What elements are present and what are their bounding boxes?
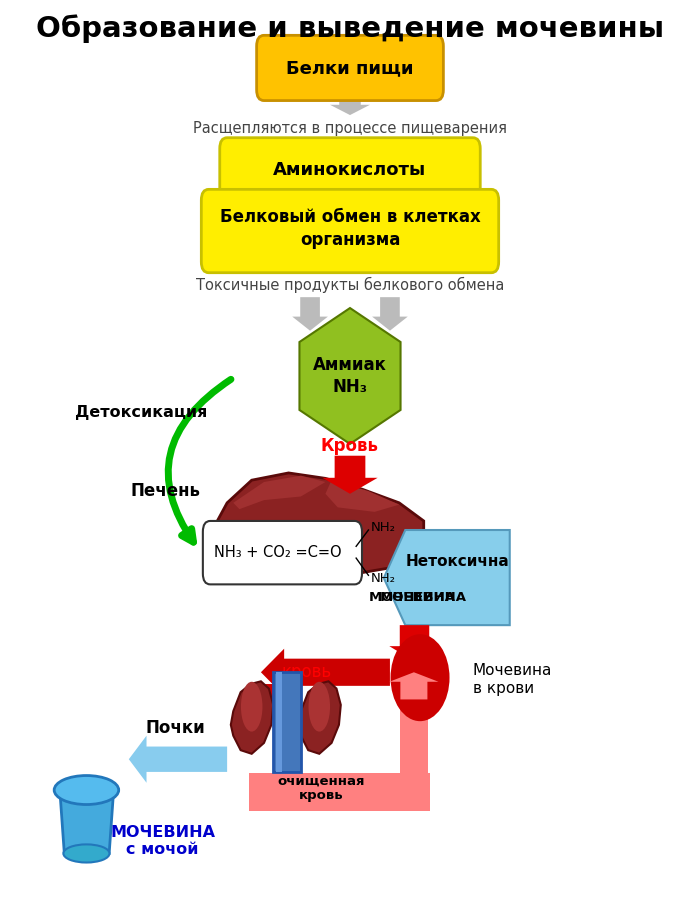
FancyBboxPatch shape [400, 684, 428, 811]
Polygon shape [330, 91, 370, 115]
FancyBboxPatch shape [202, 189, 498, 273]
Text: МОЧЕВИНА: МОЧЕВИНА [380, 592, 467, 604]
Polygon shape [298, 681, 341, 754]
Polygon shape [330, 142, 370, 157]
FancyBboxPatch shape [273, 672, 301, 772]
Polygon shape [389, 672, 438, 699]
Text: МОЧЕВИНА
с мочой: МОЧЕВИНА с мочой [110, 824, 215, 857]
Polygon shape [372, 297, 408, 331]
Text: Детоксикация: Детоксикация [75, 405, 207, 419]
Text: очищенная
кровь: очищенная кровь [277, 775, 365, 802]
Polygon shape [330, 193, 370, 216]
Polygon shape [60, 793, 113, 853]
Text: Печень: Печень [131, 482, 201, 500]
Text: NH₂: NH₂ [370, 572, 395, 584]
Polygon shape [233, 476, 326, 509]
Text: Аммиак
NH₃: Аммиак NH₃ [313, 356, 387, 396]
Text: Мочевина
в крови: Мочевина в крови [473, 663, 552, 696]
Polygon shape [261, 649, 390, 696]
Text: Образование и выведение мочевины: Образование и выведение мочевины [36, 14, 664, 43]
Text: NH₃ + CO₂ =C=O: NH₃ + CO₂ =C=O [214, 545, 342, 560]
Text: кровь: кровь [282, 663, 332, 681]
Circle shape [391, 634, 449, 721]
Ellipse shape [241, 681, 262, 732]
FancyBboxPatch shape [220, 138, 480, 203]
FancyBboxPatch shape [257, 35, 443, 101]
Ellipse shape [64, 844, 109, 863]
Ellipse shape [309, 681, 330, 732]
Polygon shape [326, 480, 399, 512]
Polygon shape [384, 530, 510, 625]
Polygon shape [323, 456, 377, 494]
Text: МОЧЕВИНА: МОЧЕВИНА [368, 592, 456, 604]
Ellipse shape [54, 776, 119, 805]
Polygon shape [389, 625, 440, 661]
Polygon shape [215, 473, 424, 580]
Polygon shape [231, 681, 273, 754]
FancyBboxPatch shape [276, 672, 282, 772]
Text: Кровь: Кровь [321, 437, 379, 455]
FancyBboxPatch shape [203, 521, 362, 584]
Text: Белки пищи: Белки пищи [286, 59, 414, 77]
Polygon shape [129, 736, 227, 783]
Polygon shape [292, 297, 328, 331]
FancyBboxPatch shape [248, 773, 430, 811]
Polygon shape [238, 684, 284, 720]
Text: Нетоксична: Нетоксична [405, 554, 510, 569]
Text: Аминокислоты: Аминокислоты [274, 161, 426, 179]
Polygon shape [300, 308, 400, 444]
Text: Почки: Почки [145, 718, 205, 737]
Text: Белковый обмен в клетках
организма: Белковый обмен в клетках организма [220, 207, 480, 249]
Text: Токсичные продукты белкового обмена: Токсичные продукты белкового обмена [196, 276, 504, 293]
Text: NH₂: NH₂ [370, 521, 395, 534]
Polygon shape [402, 689, 427, 806]
Text: Расщепляются в процессе пищеварения: Расщепляются в процессе пищеварения [193, 121, 507, 136]
